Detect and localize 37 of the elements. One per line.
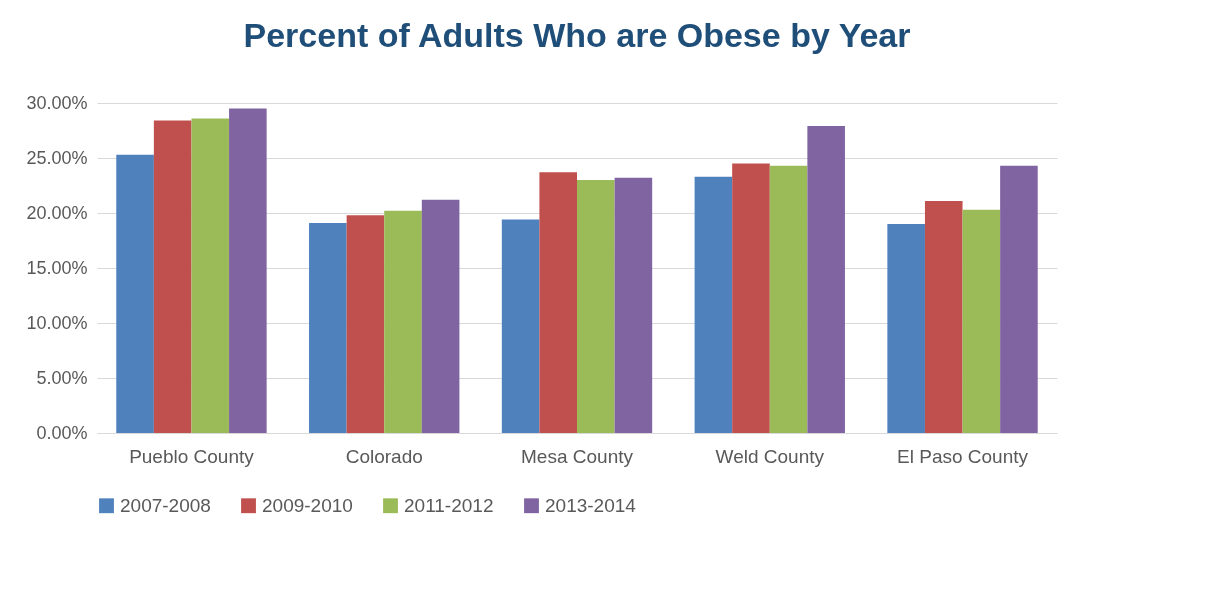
bar xyxy=(887,224,925,433)
bar xyxy=(191,118,230,433)
bar xyxy=(769,165,808,433)
bar xyxy=(309,222,347,433)
bar xyxy=(807,126,845,433)
chart-title: Percent of Adults Who are Obese by Year xyxy=(243,16,911,54)
bar xyxy=(614,177,653,433)
bar xyxy=(421,199,460,433)
bar xyxy=(732,163,770,433)
x-tick-label: Pueblo County xyxy=(129,445,255,467)
bar xyxy=(229,108,267,433)
bar xyxy=(1000,165,1038,433)
bar xyxy=(384,210,422,433)
y-tick-label: 20.00% xyxy=(26,202,88,223)
bar xyxy=(924,200,963,433)
x-tick-label: Weld County xyxy=(715,445,825,467)
x-tick-label: Mesa County xyxy=(521,445,634,467)
y-tick-label: 15.00% xyxy=(26,257,88,278)
bar xyxy=(694,176,733,433)
y-tick-label: 30.00% xyxy=(26,92,88,113)
y-tick-label: 0.00% xyxy=(36,422,88,443)
legend-label: 2011-2012 xyxy=(404,494,494,516)
legend-label: 2007-2008 xyxy=(120,494,211,516)
bar xyxy=(539,172,577,433)
x-tick-label: El Paso County xyxy=(897,445,1029,467)
x-tick-label: Colorado xyxy=(345,445,423,467)
y-tick-label: 10.00% xyxy=(26,312,88,333)
bar xyxy=(116,154,154,433)
legend-label: 2013-2014 xyxy=(545,494,637,516)
bar xyxy=(577,180,615,433)
bar xyxy=(962,209,1001,433)
bar xyxy=(346,215,385,433)
bar xyxy=(153,120,192,433)
y-tick-label: 5.00% xyxy=(36,367,88,388)
y-tick-label: 25.00% xyxy=(26,147,88,168)
bar xyxy=(501,219,540,433)
legend-label: 2009-2010 xyxy=(262,494,353,516)
